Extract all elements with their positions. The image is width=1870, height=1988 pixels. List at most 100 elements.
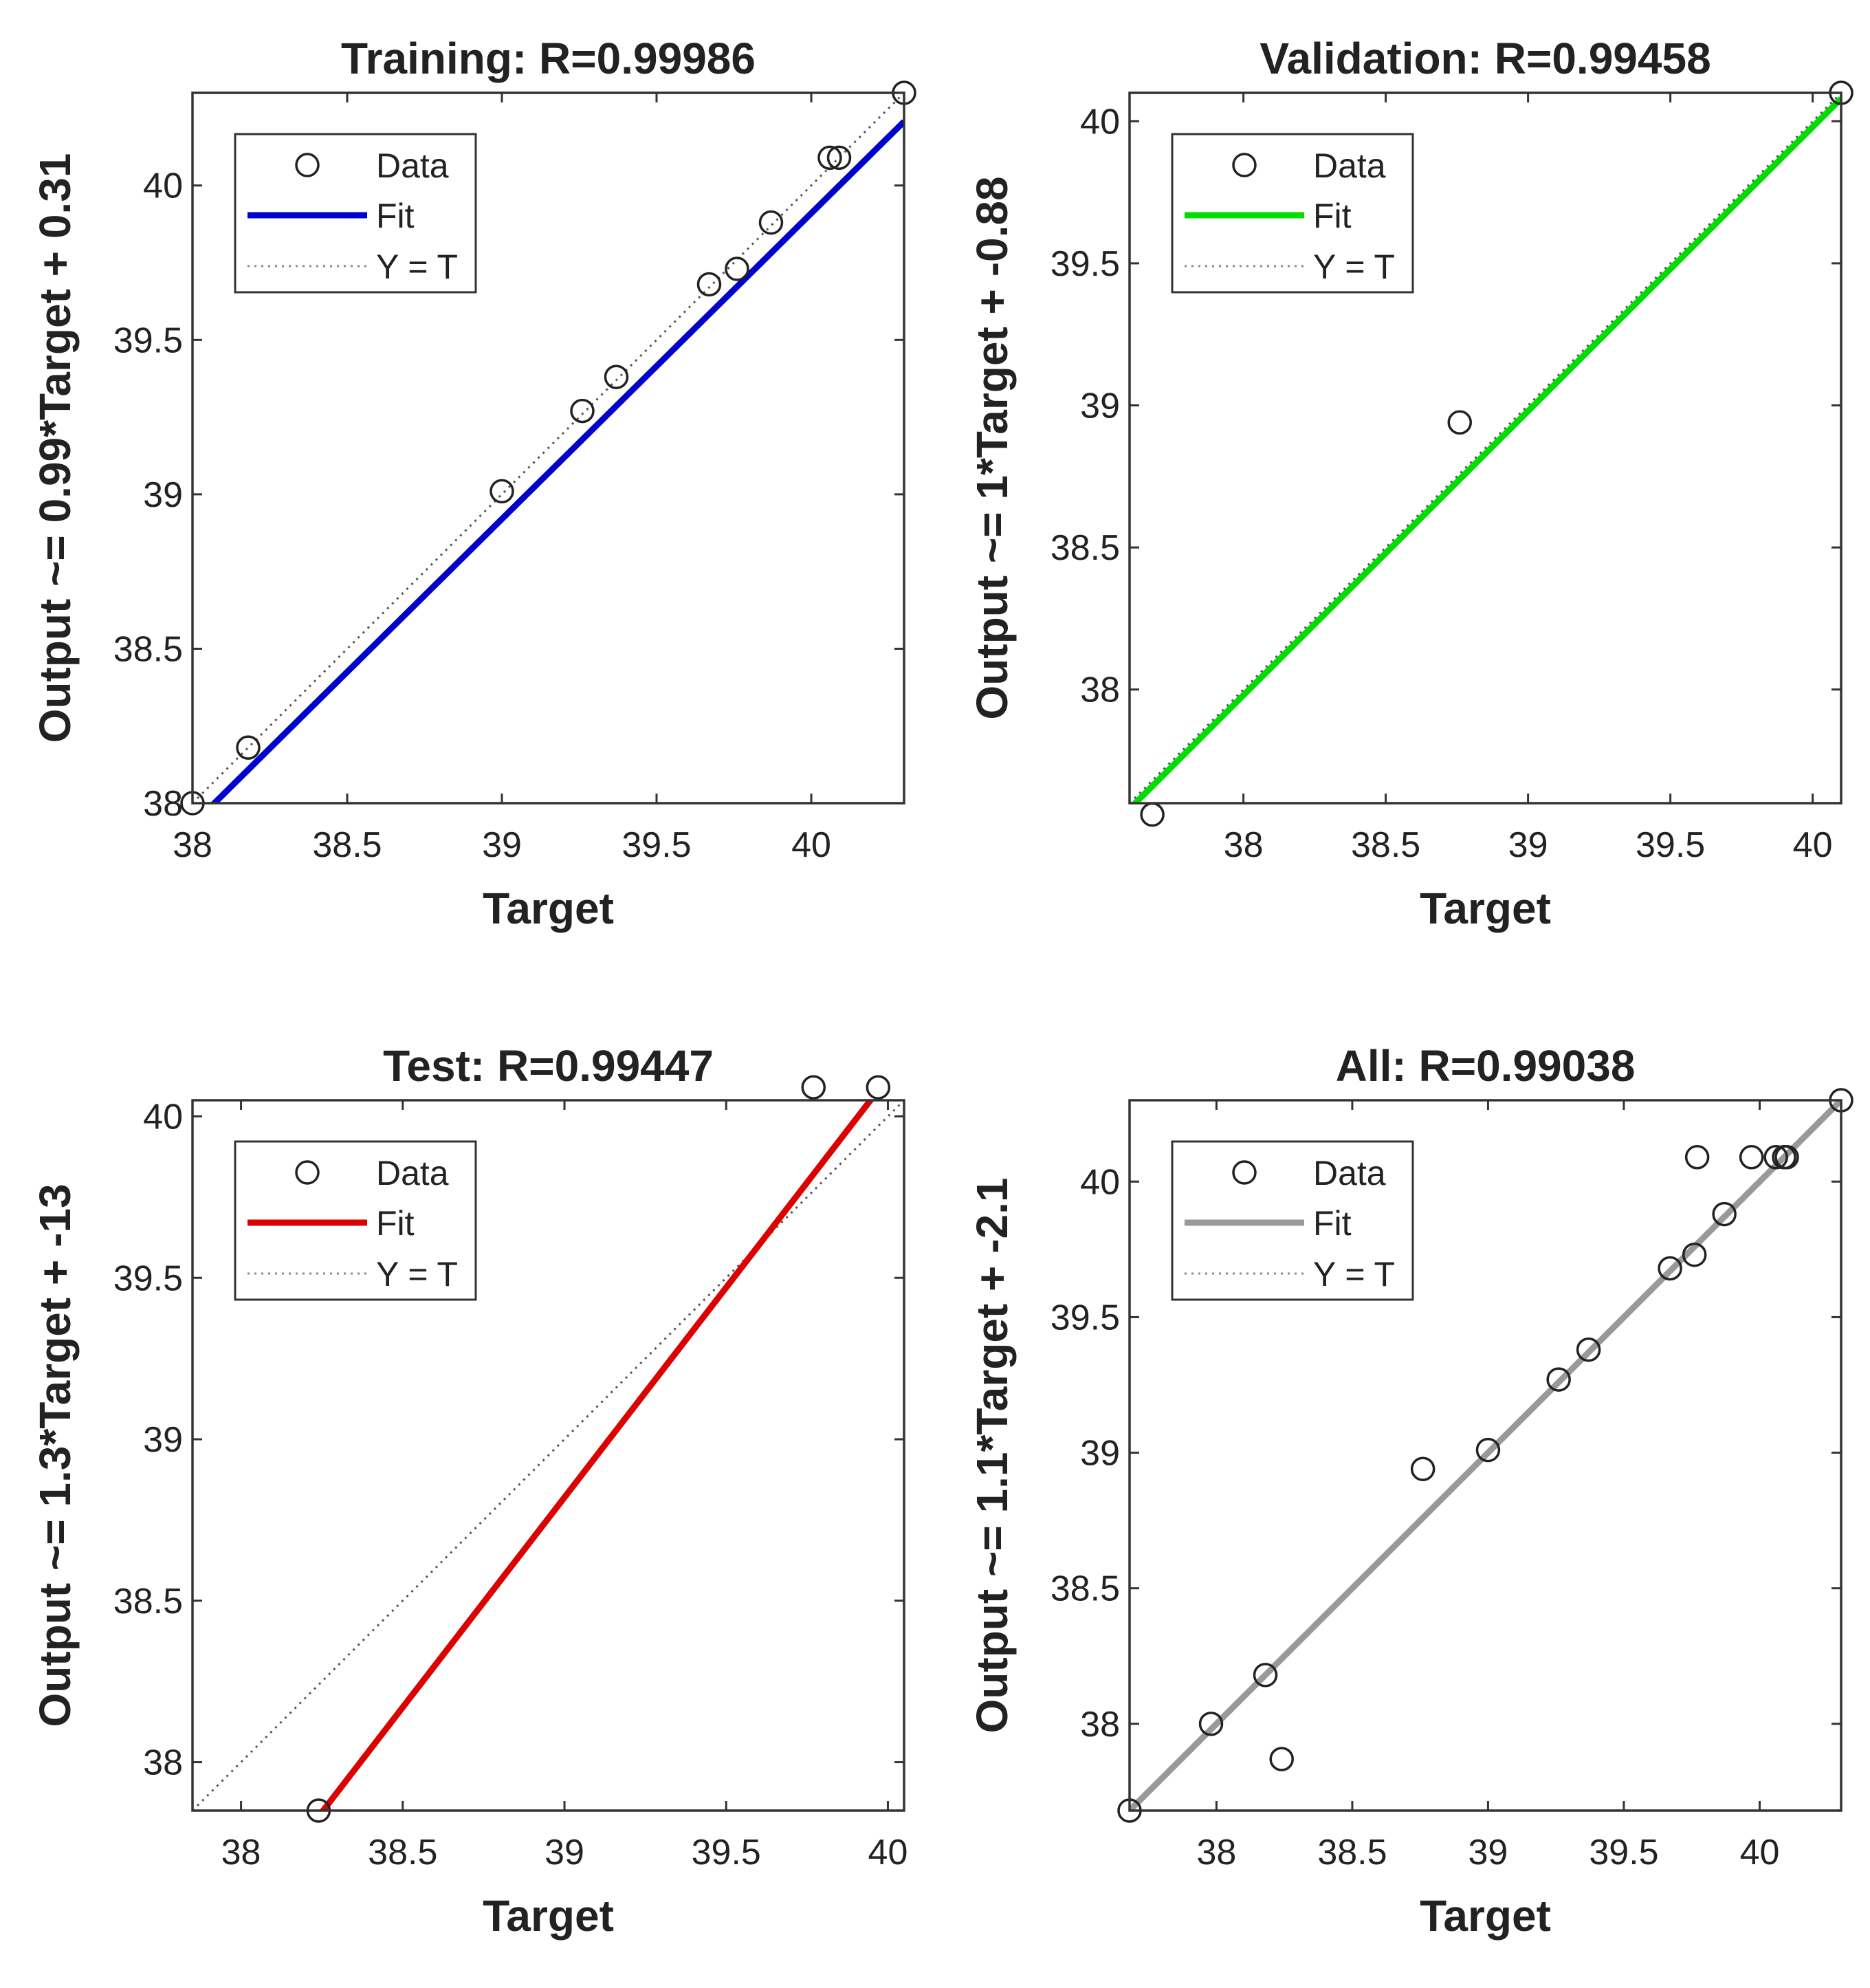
identity-line bbox=[192, 1100, 904, 1811]
y-axis-label: Output ~= 1.3*Target + -13 bbox=[30, 1183, 80, 1727]
fit-line bbox=[1130, 96, 1841, 803]
plot-content bbox=[192, 93, 904, 803]
data-point bbox=[570, 398, 595, 424]
identity-line bbox=[1130, 93, 1841, 803]
data-point bbox=[1682, 1242, 1707, 1267]
legend-label-identity: Y = T bbox=[376, 248, 458, 286]
axes-box bbox=[1128, 1099, 1842, 1812]
legend-data-marker bbox=[1232, 153, 1257, 177]
x-tick-label: 40 bbox=[791, 825, 831, 865]
data-point bbox=[866, 1075, 891, 1100]
data-point bbox=[1739, 1145, 1764, 1170]
data-point bbox=[1684, 1145, 1710, 1170]
y-tick-label: 39 bbox=[143, 475, 183, 515]
legend-data-marker bbox=[1232, 1160, 1257, 1185]
y-tick-label: 38.5 bbox=[1050, 1569, 1120, 1609]
y-tick-label: 38.5 bbox=[113, 629, 183, 669]
data-point bbox=[817, 145, 842, 171]
x-axis-label: Target bbox=[483, 884, 614, 933]
data-point bbox=[1576, 1337, 1601, 1362]
x-tick-label: 38 bbox=[1196, 1833, 1236, 1872]
y-tick-label: 38.5 bbox=[113, 1582, 183, 1621]
data-point bbox=[696, 272, 722, 297]
legend: Data Fit Y = T bbox=[1171, 133, 1414, 294]
x-axis-label: Target bbox=[483, 1891, 614, 1941]
y-tick-label: 40 bbox=[143, 1097, 183, 1137]
plot-content bbox=[192, 1100, 904, 1811]
data-point bbox=[1269, 1747, 1294, 1771]
chart-title: Test: R=0.99447 bbox=[383, 1041, 714, 1091]
y-tick-label: 39 bbox=[143, 1420, 183, 1460]
y-tick-label: 38.5 bbox=[1050, 528, 1120, 568]
chart-panel-2: 38 38.5 39 39.5 40 38 38.5 39 39.5 40 Validation: … bbox=[967, 34, 1854, 933]
x-tick-label: 40 bbox=[868, 1833, 908, 1872]
data-point bbox=[1410, 1456, 1436, 1481]
x-tick-label: 40 bbox=[1740, 1833, 1780, 1872]
y-axis-label: Output ~= 0.99*Target + 0.31 bbox=[30, 153, 80, 743]
legend-label-data: Data bbox=[1313, 146, 1386, 185]
legend-label-data: Data bbox=[376, 146, 449, 185]
x-tick-label: 39.5 bbox=[1636, 825, 1705, 865]
y-tick-label: 39.5 bbox=[1050, 244, 1120, 284]
x-tick-label: 39 bbox=[1468, 1833, 1508, 1872]
legend-data-marker bbox=[295, 153, 320, 177]
chart-title: Validation: R=0.99458 bbox=[1260, 34, 1710, 83]
x-tick-label: 39 bbox=[544, 1833, 584, 1872]
axes-box bbox=[191, 91, 905, 805]
y-tick-label: 40 bbox=[1080, 1162, 1120, 1202]
legend-label-fit: Fit bbox=[376, 197, 415, 235]
data-point bbox=[1447, 410, 1472, 435]
x-tick-label: 38 bbox=[173, 825, 212, 865]
chart-title: Training: R=0.99986 bbox=[341, 34, 756, 83]
y-tick-label: 38 bbox=[1080, 670, 1120, 710]
legend-data-marker bbox=[295, 1160, 320, 1185]
y-tick-label: 39 bbox=[1080, 386, 1120, 426]
chart-panel-3: 38 38.5 39 39.5 40 38 38.5 39 39.5 40 Test: R=0.99… bbox=[30, 1041, 908, 1941]
data-point bbox=[826, 145, 852, 171]
y-tick-label: 39.5 bbox=[113, 320, 183, 360]
legend: Data Fit Y = T bbox=[234, 133, 477, 294]
data-point bbox=[604, 364, 629, 389]
y-tick-label: 39 bbox=[1080, 1434, 1120, 1474]
fit-line bbox=[1130, 1100, 1841, 1811]
chart-panel-1: 38 38.5 39 39.5 40 38 38.5 39 39.5 40 Training: R=… bbox=[30, 34, 916, 933]
data-point bbox=[725, 256, 749, 281]
axes-box bbox=[191, 1099, 905, 1812]
x-tick-label: 38 bbox=[1224, 825, 1264, 865]
fit-line bbox=[210, 119, 904, 803]
chart-title: All: R=0.99038 bbox=[1336, 1041, 1636, 1091]
legend-label-identity: Y = T bbox=[1313, 248, 1395, 286]
data-point bbox=[1546, 1367, 1571, 1392]
axes-box bbox=[1128, 91, 1842, 805]
legend-label-fit: Fit bbox=[376, 1204, 415, 1243]
legend-label-identity: Y = T bbox=[376, 1255, 458, 1293]
y-tick-label: 40 bbox=[143, 166, 183, 206]
plot-content bbox=[1130, 1100, 1841, 1811]
data-point bbox=[1475, 1437, 1501, 1463]
y-tick-label: 40 bbox=[1080, 102, 1120, 142]
legend-label-fit: Fit bbox=[1313, 1204, 1352, 1243]
legend-label-fit: Fit bbox=[1313, 197, 1352, 235]
y-tick-label: 39.5 bbox=[1050, 1298, 1120, 1337]
chart-panel-4: 38 38.5 39 39.5 40 38 38.5 39 39.5 40 All: R=0.990… bbox=[967, 1041, 1854, 1941]
data-point bbox=[1140, 802, 1165, 827]
x-tick-label: 39 bbox=[1508, 825, 1548, 865]
x-tick-label: 38.5 bbox=[1351, 825, 1420, 865]
legend: Data Fit Y = T bbox=[1171, 1140, 1414, 1301]
x-tick-label: 40 bbox=[1793, 825, 1833, 865]
x-tick-label: 39.5 bbox=[692, 1833, 761, 1872]
fit-line bbox=[319, 1100, 874, 1811]
legend-label-identity: Y = T bbox=[1313, 1255, 1395, 1293]
data-point bbox=[801, 1075, 826, 1100]
data-point bbox=[1198, 1712, 1224, 1736]
y-tick-label: 38 bbox=[143, 784, 183, 824]
legend: Data Fit Y = T bbox=[234, 1140, 477, 1301]
x-tick-label: 39 bbox=[482, 825, 522, 865]
plot-content bbox=[1130, 93, 1841, 803]
data-point bbox=[1658, 1256, 1682, 1281]
x-tick-label: 39.5 bbox=[1589, 1833, 1658, 1872]
data-point bbox=[490, 479, 514, 504]
data-point bbox=[1763, 1145, 1788, 1170]
identity-line bbox=[192, 93, 904, 803]
